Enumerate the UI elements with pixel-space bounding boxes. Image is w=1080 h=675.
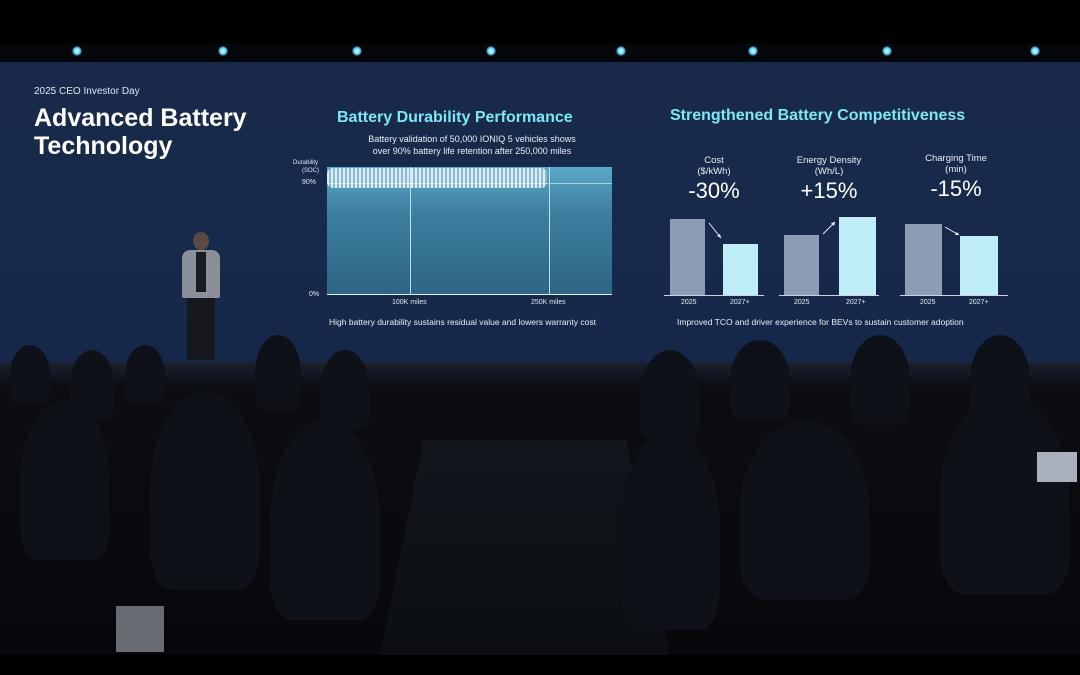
stage-spotlight [72, 46, 82, 56]
audience-member [270, 420, 380, 620]
event-label: 2025 CEO Investor Day [34, 86, 140, 97]
audience-member [150, 390, 260, 590]
density-year-2027: 2027+ [846, 299, 866, 306]
cost-axis [664, 295, 764, 296]
stage-spotlight [218, 46, 228, 56]
stage-spotlight [748, 46, 758, 56]
metric-density-unit: (Wh/L) [814, 166, 844, 177]
metric-cost-label: Cost [704, 155, 724, 166]
audience-member [620, 430, 720, 630]
stage-spotlight [882, 46, 892, 56]
y-axis-unit: (SOC) [302, 168, 319, 174]
density-axis [779, 295, 879, 296]
durability-title: Battery Durability Performance [337, 109, 573, 126]
stage-spotlight [486, 46, 496, 56]
density-year-2025: 2025 [794, 299, 810, 306]
metric-cost-unit: ($/kWh) [697, 166, 731, 177]
stage-spotlight [1030, 46, 1040, 56]
x-tick-100k: 100K miles [392, 299, 427, 306]
competitiveness-title: Strengthened Battery Competitiveness [670, 107, 966, 124]
charging-bar-2027 [960, 236, 998, 295]
cost-down-arrow-icon [708, 222, 722, 239]
charging-year-2025: 2025 [920, 299, 936, 306]
metric-density-label: Energy Density [796, 155, 862, 166]
y-axis-label: Durability [293, 160, 319, 166]
charging-bar-2025 [905, 224, 942, 295]
durability-chart [327, 167, 612, 295]
y-tick-0: 0% [309, 291, 320, 298]
charging-axis [900, 295, 1008, 296]
x-tick-250k: 250K miles [531, 299, 566, 306]
metric-cost-change: -30% [688, 178, 740, 203]
letterbox-bottom [0, 655, 1080, 675]
letterbox-top [0, 0, 1080, 44]
vehicle-data-points [327, 168, 547, 188]
audience-member [125, 345, 165, 405]
presenter-head [193, 232, 209, 250]
cost-bar-2027 [723, 244, 758, 295]
presenter-shirt [196, 252, 206, 292]
durability-subtitle-1: Battery validation of 50,000 IONIQ 5 veh… [368, 134, 576, 144]
y-tick-90: 90% [302, 179, 317, 186]
slide-title: Advanced Battery Technology [34, 104, 247, 160]
cost-bar-2025 [670, 219, 705, 295]
gridline-250k [549, 167, 550, 295]
presenter-legs [187, 298, 215, 360]
audience-member [940, 395, 1070, 595]
audience-member [740, 420, 870, 600]
cost-year-2025: 2025 [681, 299, 697, 306]
stage-spotlight [352, 46, 362, 56]
charging-down-arrow-icon [944, 226, 960, 236]
audience-member [320, 350, 370, 430]
charging-year-2027: 2027+ [969, 299, 989, 306]
audience-member [640, 350, 700, 440]
metric-charging-label: Charging Time [925, 153, 987, 164]
lighting-rig [0, 44, 1080, 66]
gridline-100k [410, 167, 411, 295]
laptop-screen [1037, 452, 1077, 482]
presenter [176, 232, 226, 362]
audience-member [850, 335, 910, 425]
durability-footnote: High battery durability sustains residua… [329, 317, 596, 327]
laptop-screen [116, 606, 164, 652]
density-up-arrow-icon [822, 221, 836, 235]
audience-member [20, 400, 110, 560]
audience-member [730, 340, 790, 420]
metric-charging-change: -15% [930, 176, 982, 201]
density-bar-2025 [784, 235, 819, 295]
cost-year-2027: 2027+ [730, 299, 750, 306]
stage-spotlight [616, 46, 626, 56]
x-axis [327, 294, 612, 295]
density-bar-2027 [839, 217, 876, 295]
metric-charging-unit: (min) [945, 164, 967, 175]
metric-density-change: +15% [800, 178, 858, 203]
durability-subtitle-2: over 90% battery life retention after 25… [372, 146, 572, 156]
audience-member [10, 345, 50, 405]
competitiveness-footnote: Improved TCO and driver experience for B… [677, 317, 964, 327]
audience-member [255, 335, 301, 410]
